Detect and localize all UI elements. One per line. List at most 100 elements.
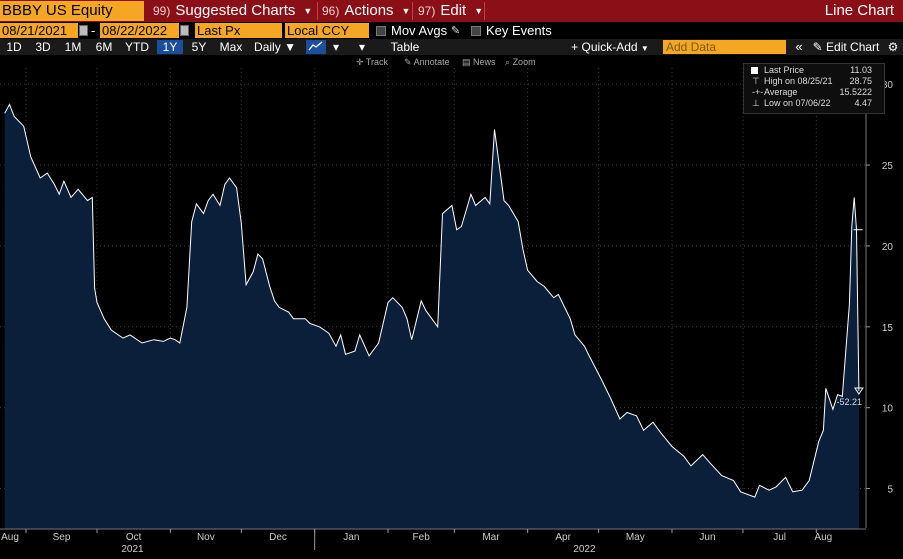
gear-icon[interactable]: ⚙ [887, 40, 899, 54]
dropdown-chevron-icon[interactable]: ▾ [358, 40, 366, 54]
edit-menu[interactable]: 97) Edit ▼ [418, 2, 483, 20]
y-tick-label: 20 [882, 242, 894, 253]
legend-high-value: 28.75 [849, 76, 872, 86]
range-ytd-button[interactable]: YTD [125, 40, 149, 54]
collapse-icon[interactable]: « [795, 39, 803, 54]
frequency-label: Daily [254, 40, 281, 54]
frequency-select[interactable]: Daily ▼ [250, 40, 300, 54]
track-label: Track [365, 57, 389, 67]
chevron-down-icon: ▼ [284, 40, 296, 54]
news-icon: ▤ [462, 57, 471, 67]
chevron-down-icon: ▼ [474, 6, 484, 16]
price-area [4, 104, 859, 530]
x-month-label: Jan [343, 532, 359, 543]
calendar-icon[interactable] [180, 25, 189, 36]
start-date-input[interactable]: 08/21/2021 [0, 23, 78, 38]
average-dash-icon: -+- [752, 87, 764, 97]
x-month-label: Mar [482, 532, 500, 543]
x-month-label: Apr [555, 532, 571, 543]
pencil-icon: ✎ [812, 40, 823, 54]
track-tool[interactable]: ✛ Track [356, 57, 388, 68]
range-1d-button[interactable]: 1D [6, 40, 22, 54]
plus-icon: + [571, 40, 579, 54]
pencil-icon[interactable]: ✎ [451, 25, 461, 37]
range-5y-button[interactable]: 5Y [191, 40, 207, 54]
x-month-label: Aug [1, 532, 19, 543]
actions-menu[interactable]: 96) Actions ▼ [322, 2, 410, 20]
last-price-triangle [853, 387, 864, 395]
menu-number: 97) [418, 4, 436, 18]
legend-low-label: Low on 07/06/22 [764, 98, 831, 108]
ticker-field[interactable]: BBBY US Equity [0, 1, 144, 21]
field-select[interactable]: Last Px [195, 23, 282, 38]
range-max-button[interactable]: Max [219, 40, 243, 54]
table-button[interactable]: Table [390, 40, 420, 54]
x-month-label: Sep [53, 532, 71, 543]
chevron-down-icon: ▼ [401, 6, 411, 16]
last-price-marker: -52.21 [836, 387, 864, 407]
add-data-input[interactable]: Add Data [663, 40, 786, 54]
last-change-label: -52.21 [836, 397, 862, 407]
legend-row-low: ⊥ Low on 07/06/22 4.47 [744, 98, 884, 109]
menu-label: Edit [440, 2, 467, 19]
menu-divider [412, 2, 413, 20]
chevron-down-icon: ▼ [640, 44, 649, 53]
low-tick-icon: ⊥ [752, 98, 760, 108]
currency-select[interactable]: Local CCY [285, 23, 369, 38]
suggested-charts-menu[interactable]: 99) Suggested Charts ▼ [153, 2, 312, 20]
legend-low-value: 4.47 [854, 98, 872, 108]
x-month-label: May [626, 532, 645, 543]
y-tick-label: 30 [882, 80, 894, 91]
legend-box[interactable]: Last Price 11.03 ⊤ High on 08/25/21 28.7… [743, 63, 885, 114]
x-month-label: Feb [413, 532, 431, 543]
range-1y-button[interactable]: 1Y [157, 40, 183, 54]
range-6m-button[interactable]: 6M [95, 40, 113, 54]
edit-chart-button[interactable]: ✎ Edit Chart [810, 40, 882, 54]
date-separator: - [91, 23, 96, 38]
zoom-label: Zoom [512, 57, 536, 67]
zoom-tool[interactable]: ⌕ Zoom [505, 57, 536, 68]
y-tick-label: 5 [887, 485, 893, 496]
annotate-tool[interactable]: ✎ Annotate [404, 57, 450, 68]
menu-label: Actions [344, 2, 394, 19]
key-events-label: Key Events [486, 23, 552, 38]
news-tool[interactable]: ▤ News [462, 57, 496, 68]
chart-style-chevron-icon[interactable]: ▾ [332, 40, 340, 54]
x-year-label: 2021 [121, 544, 144, 555]
pencil-icon: ✎ [404, 57, 412, 67]
x-month-label: Oct [126, 532, 142, 543]
legend-average-label: Average [764, 87, 798, 97]
menu-number: 99) [153, 4, 171, 18]
quick-add-button[interactable]: + Quick-Add ▼ [568, 40, 652, 54]
chevron-down-icon: ▼ [303, 6, 313, 16]
calendar-icon[interactable] [79, 25, 88, 36]
legend-last-price-value: 11.03 [850, 65, 872, 75]
mov-avgs-checkbox[interactable] [376, 26, 386, 36]
quick-add-label: Quick-Add [581, 40, 638, 54]
x-month-label: Aug [814, 532, 832, 543]
y-axis: 5 10 15 20 25 30 [866, 80, 894, 496]
high-tick-icon: ⊤ [752, 76, 760, 86]
x-month-label: Nov [197, 532, 215, 543]
legend-high-label: High on 08/25/21 [764, 76, 833, 86]
x-month-label: Jun [699, 532, 715, 543]
legend-row-last-price: Last Price 11.03 [744, 65, 884, 76]
legend-average-value: 15.5222 [839, 87, 872, 97]
range-1m-button[interactable]: 1M [64, 40, 82, 54]
legend-row-average: -+- Average 15.5222 [744, 87, 884, 98]
menu-label: Suggested Charts [175, 2, 296, 19]
end-date-input[interactable]: 08/22/2022 [100, 23, 179, 38]
y-tick-label: 15 [882, 323, 894, 334]
menu-divider [317, 2, 318, 20]
mov-avgs-label: Mov Avgs [391, 23, 448, 38]
magnifier-icon: ⌕ [505, 57, 511, 67]
menu-divider [484, 2, 485, 20]
annotate-label: Annotate [413, 57, 450, 67]
crosshair-icon: ✛ [356, 57, 364, 67]
key-events-checkbox[interactable] [471, 26, 481, 36]
line-chart-icon[interactable] [306, 40, 326, 54]
x-year-label: 2022 [573, 544, 596, 555]
range-3d-button[interactable]: 3D [35, 40, 51, 54]
legend-row-high: ⊤ High on 08/25/21 28.75 [744, 76, 884, 87]
